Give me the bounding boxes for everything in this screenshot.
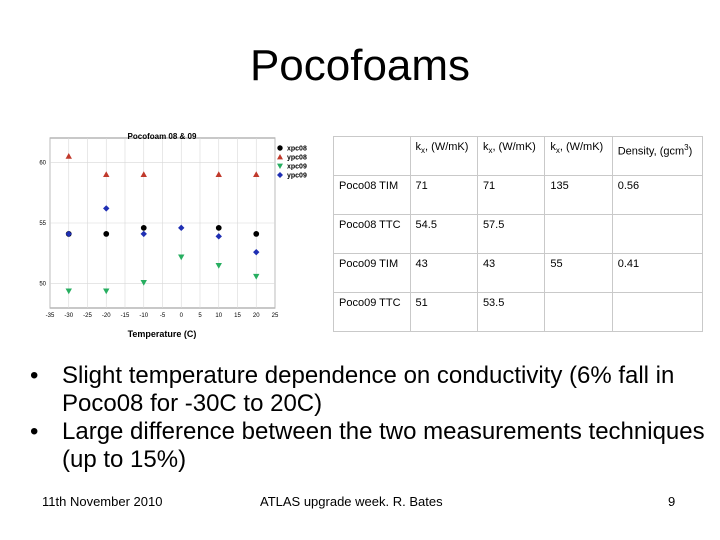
x-tick-label: -15 (121, 313, 130, 319)
table-cell: 53.5 (476, 292, 546, 332)
table-cell (544, 292, 613, 332)
scatter-chart: Pocofoam 08 & 09 Temperature (C) -35 -30-… (12, 128, 327, 343)
data-point-ypc08 (65, 153, 72, 159)
data-point-ypc09 (140, 230, 147, 238)
legend-layer: xpc08 ypc08 xpc09 ypc09 (277, 145, 307, 180)
chart-title: Pocofoam 08 & 09 (128, 132, 197, 141)
table-cell (611, 292, 704, 332)
table-row: Poco08 TIM 71 71 135 0.56 (333, 175, 704, 215)
table-row: Poco09 TTC 51 53.5 (333, 292, 704, 332)
legend-label-xpc08: xpc08 (287, 146, 307, 153)
bullet-symbol: • (30, 362, 39, 389)
bullet-list: • Slight temperature dependence on condu… (30, 362, 710, 474)
footer-presenter: ATLAS upgrade week. R. Bates (260, 494, 443, 509)
table-cell: 0.41 (611, 253, 704, 293)
table-row: Poco08 TTC 54.5 57.5 (333, 214, 704, 254)
table-row: Poco09 TIM 43 43 55 0.41 (333, 253, 704, 293)
data-point-ypc09 (215, 233, 222, 240)
points-layer (65, 153, 260, 295)
table-header-row: kx, (W/mK) kx, (W/mK) kx, (W/mK) Density… (333, 136, 704, 176)
table-header-cell: kx, (W/mK) (476, 136, 546, 176)
data-point-ypc08 (253, 171, 260, 177)
bullet-item: • Slight temperature dependence on condu… (30, 362, 710, 418)
ticks-layer: -35 -30 -25 -20 -15 -10 -5 0 5 10 15 20 25 50 55 60 (39, 160, 279, 319)
x-axis-label: Temperature (C) (128, 329, 197, 339)
table-cell (544, 214, 613, 254)
table-cell: 0.56 (611, 175, 704, 215)
table-cell: 51 (409, 292, 478, 332)
data-point-xpc08 (215, 224, 222, 231)
table-cell: 55 (544, 253, 613, 293)
data-point-ypc09 (65, 230, 72, 238)
legend-label-ypc08: ypc08 (287, 155, 307, 162)
data-point-ypc08 (215, 171, 222, 177)
legend-marker-xpc09 (277, 163, 283, 169)
legend-label-ypc09: ypc09 (287, 173, 307, 180)
table-cell: 71 (409, 175, 478, 215)
x-tick-label: 0 (180, 313, 184, 319)
x-tick-label: -10 (139, 313, 148, 319)
data-point-xpc09 (215, 262, 222, 269)
bullet-text: Slight temperature dependence on conduct… (62, 362, 675, 417)
table-cell: Poco09 TTC (333, 292, 411, 332)
x-tick-label: -35 (46, 313, 55, 319)
footer-date: 11th November 2010 (42, 494, 163, 509)
data-point-xpc09 (103, 288, 110, 295)
data-point-ypc08 (103, 171, 110, 177)
legend-marker-ypc08 (277, 154, 283, 160)
table-cell: 71 (476, 175, 546, 215)
data-point-xpc09 (65, 288, 72, 295)
table-header-cell (333, 136, 411, 176)
data-point-xpc09 (253, 273, 260, 280)
data-point-ypc09 (103, 205, 110, 212)
data-point-ypc08 (140, 171, 147, 177)
x-tick-label: 15 (234, 313, 241, 319)
conductivity-table: kx, (W/mK) kx, (W/mK) kx, (W/mK) Density… (333, 136, 704, 332)
x-tick-label: -20 (102, 313, 111, 319)
data-point-xpc09 (140, 279, 147, 286)
chart-svg: Pocofoam 08 & 09 Temperature (C) -35 -30-… (39, 132, 307, 339)
table-cell: Poco08 TIM (333, 175, 411, 215)
bullet-item: • Large difference between the two measu… (30, 418, 710, 474)
slide-title: Pocofoams (249, 41, 471, 90)
table-cell: 57.5 (476, 214, 546, 254)
slide-number: 9 (668, 494, 676, 509)
x-tick-label: -25 (83, 313, 92, 319)
data-point-ypc09 (178, 224, 185, 232)
table-cell: 43 (409, 253, 478, 293)
data-point-xpc08 (103, 231, 110, 237)
table-cell: 54.5 (409, 214, 478, 254)
bullet-text: Large difference between the two measure… (62, 418, 705, 473)
table-cell: Poco09 TIM (333, 253, 411, 293)
data-point-xpc08 (140, 224, 147, 231)
legend-label-xpc09: xpc09 (287, 164, 307, 171)
x-tick-label: 20 (253, 313, 260, 319)
table-cell: 43 (476, 253, 546, 293)
x-tick-label: -30 (64, 313, 73, 319)
table-header-cell: Density, (gcm3) (611, 136, 704, 176)
table-cell: Poco08 TTC (333, 214, 411, 254)
y-tick-label: 50 (39, 282, 46, 288)
table-header-cell: kx, (W/mK) (409, 136, 478, 176)
bullet-symbol: • (30, 418, 39, 445)
y-tick-label: 55 (39, 221, 46, 227)
legend-marker-xpc08 (277, 145, 283, 151)
x-tick-label: 10 (215, 313, 222, 319)
table-header-cell: kx, (W/mK) (544, 136, 613, 176)
x-tick-label: 25 (272, 313, 279, 319)
table-cell (611, 214, 704, 254)
x-tick-label: 5 (198, 313, 202, 319)
data-point-xpc08 (253, 231, 260, 237)
data-point-ypc09 (253, 248, 260, 256)
x-tick-label: -5 (160, 313, 166, 319)
legend-marker-ypc09 (277, 172, 283, 178)
y-tick-label: 60 (39, 160, 46, 166)
table-cell: 135 (544, 175, 613, 215)
grid-layer (49, 138, 276, 308)
data-point-xpc09 (178, 254, 185, 261)
